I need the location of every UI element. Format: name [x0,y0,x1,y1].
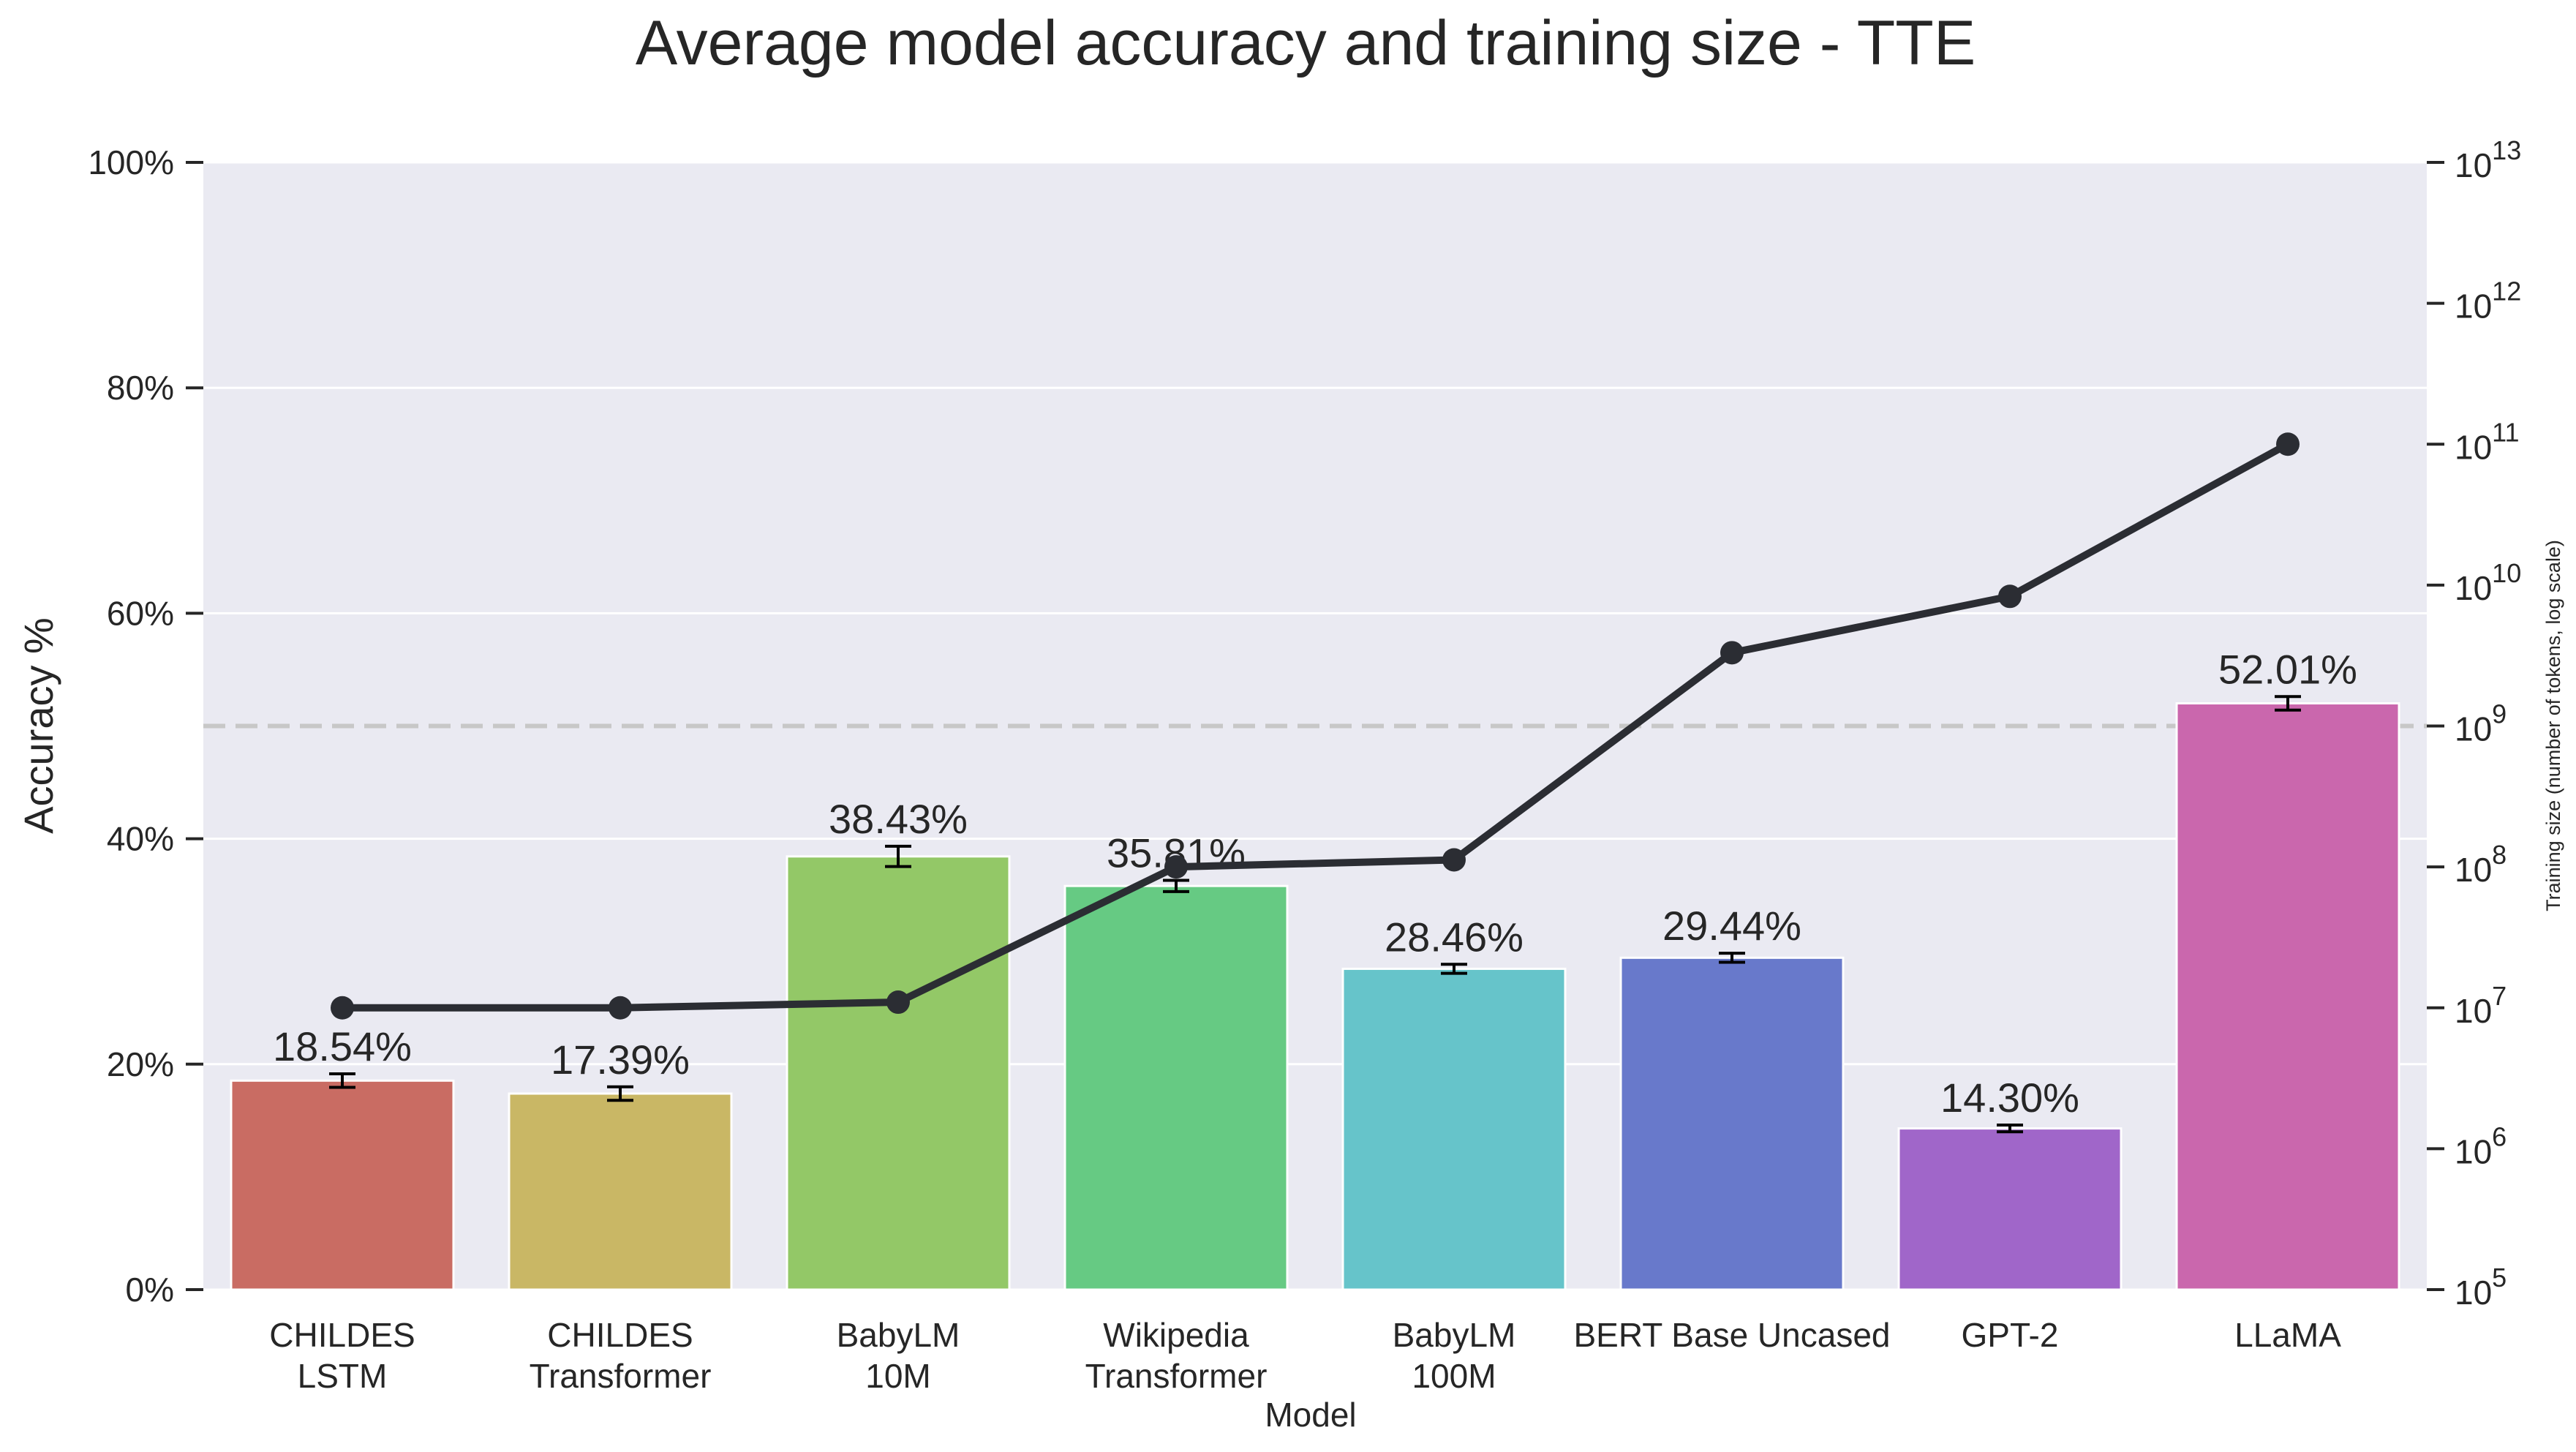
error-bar-4 [1441,963,1467,975]
error-bars [329,695,2301,1134]
bar-7 [2175,702,2400,1291]
training-size-series [331,432,2300,1020]
bar-1 [508,1092,733,1291]
value-label-0: 18.54% [273,1023,412,1069]
y2-tick-label-13: 1013 [2455,135,2521,184]
y2-tick-label-9: 109 [2455,699,2507,748]
x-tick-label-2: BabyLM 10M [837,1316,960,1395]
y-axis-left: 0% 20% 40% 60% 80% 100% [88,143,203,1309]
x-tick-label-4: BabyLM 100M [1393,1316,1516,1395]
value-label-5: 29.44% [1662,903,1801,949]
y-tick-label-40: 40% [107,820,174,858]
training-size-point-1 [609,996,632,1020]
error-bar-1 [607,1085,633,1102]
error-bar-6 [1997,1124,2023,1134]
value-label-1: 17.39% [551,1037,690,1083]
y2-tick-label-7: 107 [2455,981,2507,1030]
bar-3 [1063,884,1289,1291]
y-axis-label: Accuracy % [15,617,61,834]
x-tick-label-7: LLaMA [2234,1316,2341,1354]
error-bar-5 [1719,952,1745,964]
value-label-4: 28.46% [1385,914,1524,960]
bars [230,702,2400,1291]
x-axis-label: Model [1265,1396,1356,1434]
training-size-point-7 [2276,432,2300,456]
x-axis: CHILDES LSTM CHILDES Transformer BabyLM 10M Wi… [269,1316,2341,1395]
y2-tick-label-11: 1011 [2455,417,2520,466]
y-tick-label-80: 80% [107,369,174,407]
training-size-point-6 [1998,584,2022,609]
bar-4 [1341,967,1567,1291]
x-tick-label-0: CHILDES LSTM [269,1316,415,1395]
y2-tick-label-12: 1012 [2455,277,2521,326]
training-size-line [342,440,2290,1012]
training-size-point-0 [331,996,354,1020]
value-label-2: 38.43% [829,796,968,842]
value-label-7: 52.01% [2218,646,2357,692]
y2-axis-label: Training size (number of tokens, log sca… [2542,540,2564,911]
y-tick-label-60: 60% [107,594,174,632]
y-tick-label-0: 0% [126,1271,174,1309]
error-bar-3 [1163,879,1189,893]
x-tick-label-3: Wikipedia Transformer [1085,1316,1268,1395]
training-size-point-3 [1164,855,1188,879]
training-size-point-2 [886,990,910,1015]
y-tick-label-20: 20% [107,1045,174,1083]
value-label-6: 14.30% [1940,1075,2079,1121]
training-size-point-5 [1720,641,1744,665]
y2-tick-label-6: 106 [2455,1121,2507,1170]
value-labels: 18.54% 17.39%38.43%35.81%28.46% 29.44%14.3… [273,646,2357,1121]
x-tick-label-1: CHILDES Transformer [530,1316,712,1395]
bar-6 [1897,1127,2123,1291]
error-bar-0 [329,1072,355,1089]
y2-tick-label-10: 1010 [2455,558,2521,607]
chart-title: Average model accuracy and training size… [636,8,1976,78]
error-bar-2 [885,844,911,868]
x-tick-label-6: GPT-2 [1962,1316,2059,1354]
x-tick-label-5: BERT Base Uncased [1574,1316,1891,1354]
bar-2 [786,855,1011,1291]
training-size-point-4 [1442,848,1466,872]
y2-tick-label-5: 105 [2455,1263,2507,1312]
bar-0 [230,1079,455,1291]
y2-tick-label-8: 108 [2455,840,2507,889]
y-tick-label-100: 100% [88,143,174,181]
y-axis-right: 105 106 107 108 109 1010 1011 1012 1013 [2427,135,2521,1312]
error-bar-7 [2275,695,2301,712]
bar-5 [1619,956,1845,1291]
